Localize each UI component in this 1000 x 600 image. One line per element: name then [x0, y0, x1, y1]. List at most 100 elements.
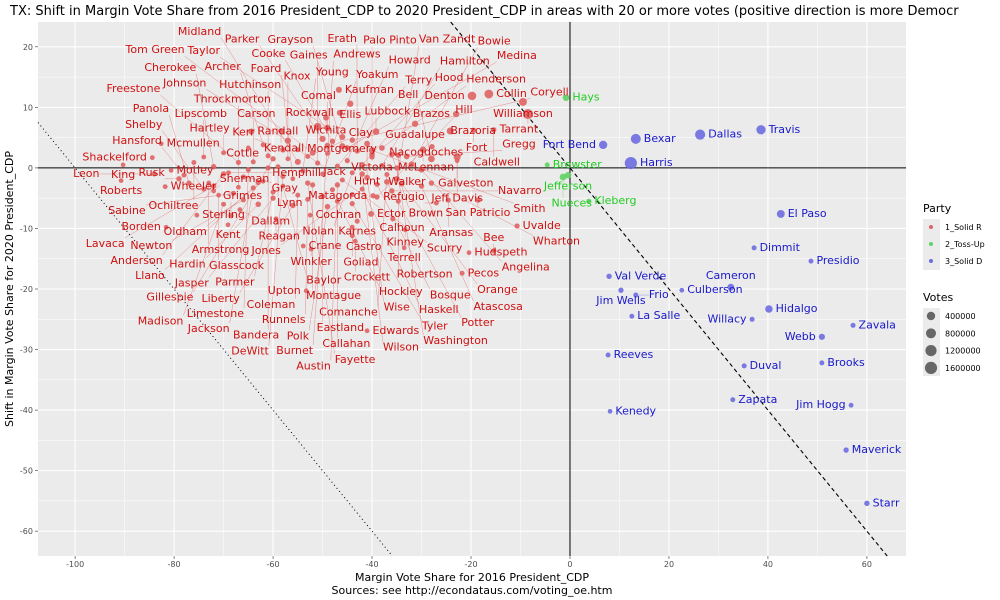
point-label: Roberts — [100, 184, 142, 197]
point-label: Scurry — [427, 241, 463, 254]
legend: Party Votes 1_Solid R 2_Toss-Up 3_Solid D 4… — [923, 202, 985, 376]
point-label: Brazoria — [450, 124, 496, 137]
point-label: Randall — [257, 125, 298, 138]
data-point — [163, 224, 169, 230]
point-label: Duval — [750, 359, 782, 372]
data-point — [522, 108, 533, 120]
chart-title: TX: Shift in Margin Vote Share from 2016… — [9, 4, 959, 19]
point-label: Hunt — [354, 175, 381, 188]
point-label: Brewster — [553, 158, 602, 171]
point-label: Montgomery — [307, 142, 377, 155]
point-label: Baylor — [306, 274, 342, 287]
point-label: Hansford — [112, 134, 162, 147]
label-leader-line — [281, 75, 294, 179]
legend-votes-dot — [924, 361, 938, 374]
point-label: Maverick — [852, 443, 902, 456]
data-point — [290, 202, 296, 209]
point-label: Shelby — [125, 118, 163, 131]
label-leader-line — [205, 204, 259, 259]
point-label: Bosque — [430, 288, 471, 301]
point-label: Erath — [327, 32, 357, 45]
data-point — [364, 328, 370, 334]
point-label: Uvalde — [523, 219, 561, 232]
point-label: Frio — [649, 288, 669, 301]
label-leader-line — [254, 138, 284, 150]
point-label: Newton — [130, 239, 172, 252]
data-point — [349, 224, 355, 230]
label-leader-line — [342, 179, 428, 243]
point-label: Hardin — [169, 258, 205, 271]
point-label: Jasper — [174, 277, 209, 290]
y-tick-label: -40 — [20, 406, 33, 415]
label-leader-line — [391, 154, 409, 208]
label-leader-line — [164, 182, 259, 271]
point-label: Glasscock — [209, 259, 265, 272]
point-label: Ector — [377, 207, 406, 220]
label-leader-line — [352, 203, 423, 321]
point-label: Potter — [461, 316, 494, 329]
point-label: Guadalupe — [385, 128, 445, 141]
data-point — [605, 352, 611, 358]
point-label: Presidio — [816, 254, 859, 267]
data-point — [369, 154, 375, 160]
label-leader-line — [184, 56, 313, 153]
data-point — [270, 195, 276, 201]
data-point — [211, 183, 217, 189]
data-point — [618, 287, 624, 293]
point-label: Crockett — [344, 270, 391, 283]
label-leader-line — [361, 173, 384, 342]
point-label: Nacogdoches — [389, 145, 463, 158]
data-point — [559, 173, 567, 181]
label-leader-line — [313, 46, 343, 147]
data-point — [319, 135, 326, 143]
point-label: Hockley — [379, 285, 423, 298]
data-point — [398, 180, 405, 187]
data-point — [158, 141, 164, 147]
label-leader-line — [305, 199, 308, 315]
legend-party-dot — [929, 242, 933, 246]
label-leader-line — [381, 85, 467, 149]
data-point — [307, 212, 313, 218]
data-point — [285, 156, 291, 162]
point-label: Victoria — [351, 161, 393, 174]
data-point — [395, 152, 402, 158]
point-label: Hemphill — [272, 166, 321, 179]
point-label: Comanche — [319, 305, 378, 318]
data-point — [275, 164, 281, 170]
data-point — [221, 150, 227, 156]
data-point — [776, 209, 785, 218]
data-point — [320, 171, 325, 177]
data-point — [265, 165, 271, 171]
data-point — [445, 197, 451, 203]
label-leader-line — [168, 115, 190, 184]
legend-votes-title: Votes — [923, 291, 953, 304]
data-point — [359, 171, 365, 177]
data-point — [290, 176, 296, 182]
label-leader-line — [239, 205, 294, 293]
point-label: Montague — [306, 289, 361, 302]
point-label: Brooks — [827, 356, 865, 369]
point-label: Hidalgo — [776, 302, 818, 315]
legend-votes-label: 800000 — [945, 329, 976, 338]
data-point — [245, 167, 251, 173]
data-point — [323, 114, 329, 121]
data-point — [433, 200, 439, 206]
label-leader-line — [302, 78, 317, 171]
data-point — [519, 97, 527, 106]
point-label: Jackson — [187, 322, 230, 335]
label-leader-line — [371, 150, 514, 204]
legend-party-dot — [929, 225, 933, 229]
point-label: Castro — [346, 240, 382, 253]
data-point — [300, 168, 306, 174]
data-point — [162, 184, 168, 190]
data-point — [237, 207, 243, 213]
point-label: Webb — [785, 330, 816, 343]
point-label: Atascosa — [473, 300, 522, 313]
point-label: Denton — [424, 89, 464, 102]
point-label: Edwards — [372, 324, 419, 337]
data-point — [305, 180, 311, 186]
point-label: Karnes — [338, 225, 376, 238]
label-leader-line — [268, 176, 284, 346]
data-point — [349, 192, 355, 198]
data-point — [368, 210, 375, 217]
